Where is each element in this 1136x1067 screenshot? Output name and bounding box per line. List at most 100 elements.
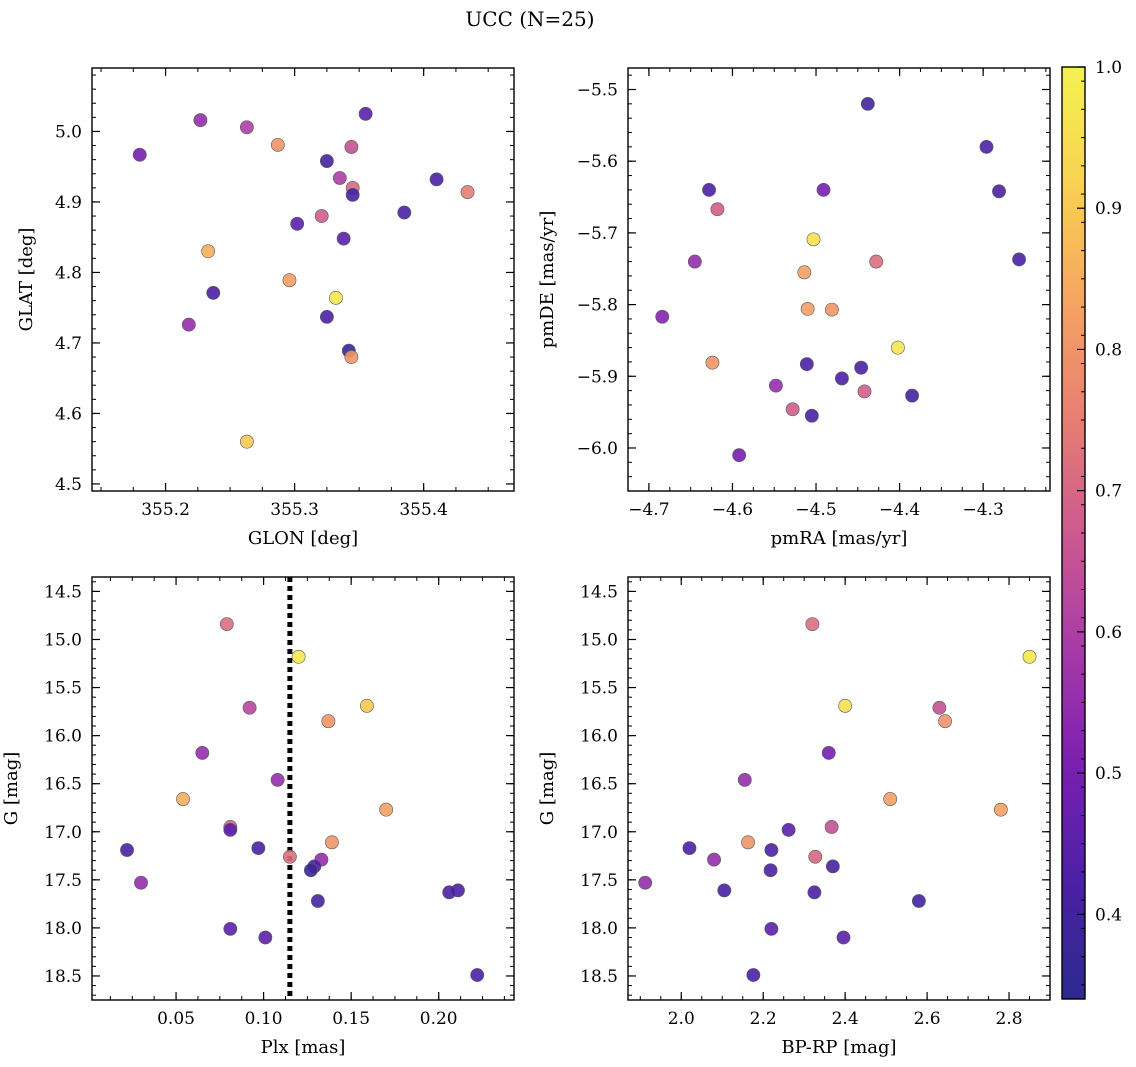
x-tick-label: 2.0 xyxy=(668,1009,695,1029)
y-axis-label: G [mag] xyxy=(1,752,22,825)
y-tick-label: 16.0 xyxy=(44,727,82,747)
scatter-point xyxy=(223,822,238,837)
scatter-point xyxy=(321,714,336,729)
scatter-point xyxy=(835,371,849,386)
x-axis-label: Plx [mas] xyxy=(261,1037,346,1058)
scatter-point xyxy=(429,172,444,187)
colorbar-gradient xyxy=(1062,67,1085,999)
scatter-point xyxy=(120,843,134,857)
axes-frame xyxy=(91,67,515,492)
scatter-point xyxy=(239,120,254,135)
x-tick-label: −4.3 xyxy=(963,500,1004,520)
figure-title: UCC (N=25) xyxy=(465,7,594,31)
y-tick-label: 4.7 xyxy=(55,334,82,354)
scatter-point xyxy=(707,852,721,867)
x-tick-label: 2.2 xyxy=(750,1009,777,1029)
scatter-point xyxy=(769,378,783,393)
scatter-point xyxy=(808,849,823,864)
y-tick-label: 17.5 xyxy=(44,871,82,891)
scatter-point xyxy=(800,301,815,316)
colorbar-frame xyxy=(1061,66,1086,1000)
scatter-point xyxy=(806,232,821,247)
scatter-point xyxy=(764,843,779,857)
scatter-point xyxy=(717,883,732,898)
scatter-point xyxy=(442,885,457,900)
scatter-point xyxy=(219,617,234,632)
scatter-point xyxy=(134,875,148,890)
x-tick-label: −4.4 xyxy=(879,500,920,520)
colorbar-tick-label: 0.4 xyxy=(1095,905,1122,925)
scatter-point xyxy=(710,202,725,217)
scatter-point xyxy=(891,340,905,355)
y-tick-label: 15.0 xyxy=(44,630,82,650)
scatter-point xyxy=(242,700,257,715)
scatter-point xyxy=(638,875,653,890)
scatter-point xyxy=(824,302,839,317)
y-tick-label: 15.5 xyxy=(580,679,618,699)
colorbar-tick-label: 0.6 xyxy=(1095,623,1122,643)
scatter-point xyxy=(282,273,297,288)
y-tick-label: 17.0 xyxy=(44,823,82,843)
x-tick-label: 0.10 xyxy=(245,1009,283,1029)
scatter-point xyxy=(804,408,819,423)
scatter-point xyxy=(781,822,796,837)
y-tick-label: 17.5 xyxy=(580,871,618,891)
x-tick-label: −4.6 xyxy=(712,500,753,520)
scatter-point xyxy=(329,290,343,305)
scatter-point xyxy=(379,802,394,817)
panel-bprp-g: 2.0 2.2 2.4 2.6 2.8 14.5 15.0 15.5 16.0 16.5 17.0 1… xyxy=(537,576,1051,1058)
scatter-point xyxy=(193,113,208,128)
scatter-point xyxy=(258,930,273,945)
y-tick-label: 16.5 xyxy=(44,775,82,795)
y-tick-label: −6.0 xyxy=(577,439,618,459)
scatter-point xyxy=(799,357,814,371)
y-tick-label: 15.5 xyxy=(44,679,82,699)
y-tick-label: 16.0 xyxy=(580,727,618,747)
scatter-point xyxy=(314,209,329,223)
scatter-point xyxy=(336,231,351,246)
y-tick-label: 16.5 xyxy=(580,775,618,795)
scatter-point xyxy=(324,835,339,850)
y-axis-label: pmDE [mas/yr] xyxy=(537,211,558,349)
scatter-point xyxy=(805,617,820,632)
scatter-point xyxy=(905,388,920,403)
scatter-point xyxy=(345,187,360,202)
scatter-point xyxy=(869,254,884,269)
scatter-point xyxy=(702,182,716,197)
scatter-point xyxy=(836,930,851,945)
scatter-point xyxy=(687,254,702,269)
axes-frame xyxy=(627,576,1051,1001)
scatter-point xyxy=(344,140,359,154)
colorbar-tick-label: 1.0 xyxy=(1095,58,1122,78)
scatter-point xyxy=(854,360,869,375)
y-tick-label: 18.0 xyxy=(580,919,618,939)
scatter-point xyxy=(251,841,266,856)
scatter-point xyxy=(807,885,822,900)
scatter-point xyxy=(883,792,898,806)
scatter-point xyxy=(797,265,812,280)
scatter-point xyxy=(239,434,254,449)
colorbar: 0.4 0.5 0.6 0.7 0.8 0.9 1.0 xyxy=(1061,58,1122,1000)
x-tick-label: −4.5 xyxy=(795,500,836,520)
scatter-point xyxy=(195,746,210,760)
scatter-point xyxy=(746,968,761,982)
y-tick-label: −5.5 xyxy=(577,81,618,101)
scatter-point xyxy=(682,841,697,856)
scatter-point xyxy=(732,448,747,463)
panel-plx-g: 0.05 0.10 0.15 0.20 14.5 15.0 15.5 16.0 16.5 17.0… xyxy=(1,576,515,1058)
scatter-point xyxy=(344,350,359,364)
scatter-point xyxy=(206,285,221,300)
y-tick-label: 17.0 xyxy=(580,823,618,843)
x-axis-label: pmRA [mas/yr] xyxy=(771,528,908,549)
x-tick-label: 0.20 xyxy=(420,1009,458,1029)
scatter-point xyxy=(993,802,1008,817)
x-tick-label: 355.3 xyxy=(270,500,319,520)
x-axis-label: GLON [deg] xyxy=(248,528,358,549)
scatter-point xyxy=(282,849,297,864)
y-tick-label: 14.5 xyxy=(580,582,618,602)
x-tick-label: 2.6 xyxy=(914,1009,941,1029)
scatter-point xyxy=(310,894,325,908)
scatter-point xyxy=(1022,649,1037,664)
scatter-point xyxy=(319,309,334,324)
scatter-point xyxy=(201,244,216,259)
